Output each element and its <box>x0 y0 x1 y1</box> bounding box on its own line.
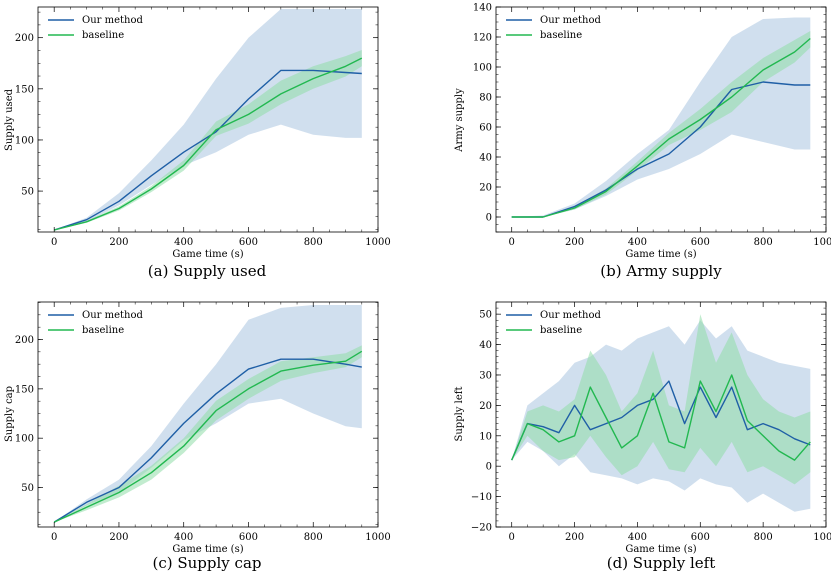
legend-entry-ours: Our method <box>540 15 601 26</box>
subfigure-caption: (a) Supply used <box>148 262 267 280</box>
x-tick-label: 600 <box>691 237 710 248</box>
plot-frame <box>37 6 379 233</box>
series-band-baseline <box>511 314 811 485</box>
plot-area <box>53 305 363 523</box>
y-tick-label: 150 <box>15 84 34 95</box>
x-tick-label: 400 <box>174 532 193 543</box>
x-tick-label: 0 <box>51 237 57 248</box>
x-tick-label: 800 <box>304 532 323 543</box>
y-tick-label: 100 <box>15 434 34 445</box>
x-axis-label: Game time (s) <box>172 544 243 555</box>
chart-panel-1: 0 200 400 600 800 1000 50 100 150 200 Game time (s… <box>4 6 391 280</box>
y-tick-label: 120 <box>473 33 492 44</box>
series-line-baseline <box>53 350 363 523</box>
y-tick-label: 200 <box>15 335 34 346</box>
legend-entry-baseline: baseline <box>540 325 582 336</box>
series-line-ours <box>511 380 811 461</box>
x-axis-label: Game time (s) <box>172 249 243 260</box>
x-tick-label: 600 <box>691 532 710 543</box>
y-tick-label: 50 <box>21 187 34 198</box>
y-tick-label: 20 <box>479 183 492 194</box>
y-tick-label: 10 <box>479 431 492 442</box>
x-tick-label: 1000 <box>813 532 831 543</box>
plot-area <box>53 9 363 231</box>
y-tick-label: −20 <box>471 523 492 534</box>
y-axis-label: Army supply <box>454 88 465 153</box>
series-band-ours <box>511 17 811 217</box>
subfigure-caption: (c) Supply cap <box>153 554 262 572</box>
x-axis-label: Game time (s) <box>625 544 696 555</box>
chart-panel-2: 0 200 400 600 800 1000 0 20 40 60 80 100 120 140 Game … <box>454 3 831 281</box>
x-axis-label: Game time (s) <box>625 249 696 260</box>
legend-entry-ours: Our method <box>82 310 143 321</box>
legend-entry-baseline: baseline <box>540 30 582 41</box>
y-tick-label: 20 <box>479 401 492 412</box>
x-tick-label: 0 <box>51 532 57 543</box>
plot-frame <box>37 301 379 528</box>
x-tick-label: 600 <box>239 532 258 543</box>
y-tick-label: 200 <box>15 33 34 44</box>
series-line-ours <box>53 358 362 523</box>
x-tick-label: 800 <box>754 237 773 248</box>
plot-area <box>511 17 811 218</box>
x-tick-label: 800 <box>754 532 773 543</box>
y-axis-label: Supply used <box>4 88 15 151</box>
y-tick-label: 80 <box>479 93 492 104</box>
x-tick-label: 400 <box>628 532 647 543</box>
y-tick-label: 100 <box>473 63 492 74</box>
x-tick-label: 600 <box>239 237 258 248</box>
y-tick-label: 60 <box>479 123 492 134</box>
y-tick-label: 0 <box>486 213 492 224</box>
y-tick-label: 150 <box>15 384 34 395</box>
plot-frame <box>495 301 827 528</box>
x-tick-label: 200 <box>109 532 128 543</box>
x-tick-label: 800 <box>304 237 323 248</box>
x-tick-label: 200 <box>565 237 584 248</box>
x-tick-label: 200 <box>565 532 584 543</box>
x-tick-label: 400 <box>174 237 193 248</box>
y-tick-label: 0 <box>486 462 492 473</box>
subfigure-caption: (d) Supply left <box>607 554 716 572</box>
legend: Our method baseline <box>506 310 601 336</box>
legend: Our method baseline <box>48 310 143 336</box>
legend-entry-baseline: baseline <box>82 325 124 336</box>
subfigure-caption: (b) Army supply <box>600 262 722 280</box>
series-line-baseline <box>54 57 363 231</box>
y-tick-label: −10 <box>471 492 492 503</box>
x-tick-label: 200 <box>109 237 128 248</box>
series-line-baseline <box>511 374 811 461</box>
series-band-ours <box>54 9 362 230</box>
y-tick-label: 30 <box>479 370 492 381</box>
legend: Our method baseline <box>506 15 601 41</box>
x-tick-label: 0 <box>509 532 515 543</box>
y-tick-label: 50 <box>21 483 34 494</box>
y-tick-label: 140 <box>473 3 492 14</box>
y-tick-label: 40 <box>479 153 492 164</box>
series-band-baseline <box>54 50 362 230</box>
series-line-ours <box>53 69 362 231</box>
x-tick-label: 1000 <box>365 532 390 543</box>
x-tick-label: 0 <box>509 237 515 248</box>
plot-area <box>511 314 811 512</box>
legend: Our method baseline <box>48 15 143 41</box>
legend-entry-ours: Our method <box>540 310 601 321</box>
y-tick-label: 50 <box>479 310 492 321</box>
series-band-baseline <box>511 31 811 217</box>
y-axis-label: Supply left <box>454 387 465 442</box>
y-axis-label: Supply cap <box>4 386 15 442</box>
series-line-ours <box>511 81 811 218</box>
legend-entry-ours: Our method <box>82 15 143 26</box>
chart-panel-4: 0 200 400 600 800 1000 −20 −10 0 10 20 30 40 50 Game t… <box>454 301 831 572</box>
legend-entry-baseline: baseline <box>82 30 124 41</box>
x-tick-label: 1000 <box>813 237 831 248</box>
y-tick-label: 100 <box>15 135 34 146</box>
x-tick-label: 1000 <box>365 237 390 248</box>
x-tick-label: 400 <box>628 237 647 248</box>
y-tick-label: 40 <box>479 340 492 351</box>
series-line-baseline <box>511 37 811 218</box>
chart-panel-3: 0 200 400 600 800 1000 50 100 150 200 Game time (s… <box>4 301 391 572</box>
